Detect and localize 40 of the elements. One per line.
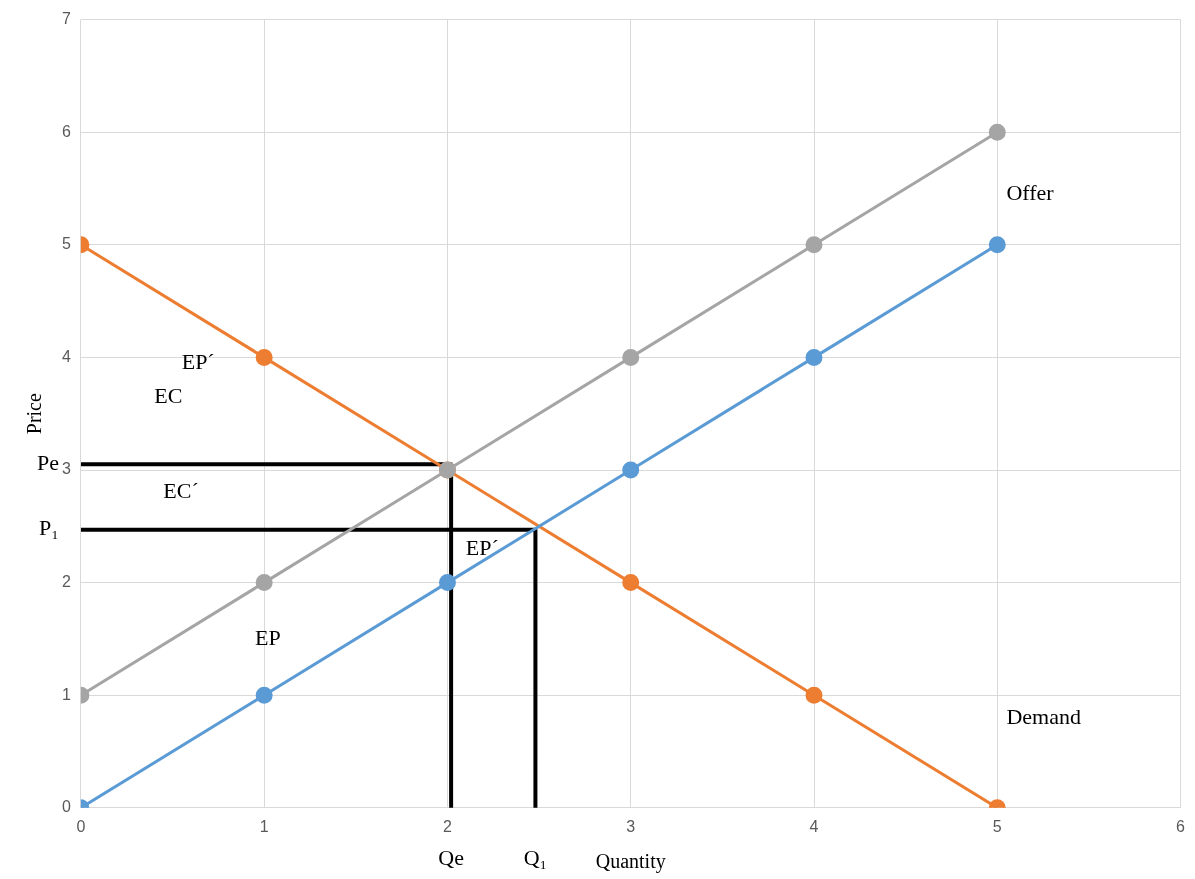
annotation: Offer — [1006, 179, 1055, 205]
y-tick-label: 4 — [61, 347, 71, 365]
y-tick-label: 1 — [61, 685, 71, 703]
y-tick-label: 2 — [61, 573, 71, 591]
y-tick-label: 3 — [61, 460, 71, 478]
x-tick-label: 3 — [626, 817, 636, 835]
annotation: EC — [154, 382, 183, 408]
annotation: P₁ — [38, 515, 59, 541]
point — [255, 686, 273, 704]
annotation: Qe — [438, 844, 464, 870]
annotation: Pe — [36, 450, 59, 476]
y-tick-label: 6 — [61, 122, 71, 140]
point — [988, 123, 1006, 141]
x-tick-label: 0 — [76, 817, 86, 835]
annotation: Q₁ — [523, 844, 548, 870]
annotation: EC´ — [163, 478, 199, 504]
y-tick-label: 5 — [61, 235, 71, 253]
point — [622, 348, 640, 366]
point — [805, 686, 823, 704]
x-tick-label: 2 — [443, 817, 452, 835]
annotation: Demand — [1006, 703, 1081, 729]
y-tick-label: 7 — [61, 10, 71, 28]
x-tick-label: 5 — [992, 817, 1002, 835]
point — [622, 574, 640, 592]
point — [255, 574, 273, 592]
x-tick-label: 4 — [809, 817, 819, 835]
point — [805, 236, 823, 254]
point — [988, 236, 1006, 254]
x-tick-label: 1 — [259, 817, 269, 835]
y-axis-title: Price — [23, 393, 46, 435]
point — [255, 348, 273, 366]
y-tick-label: 0 — [61, 798, 71, 816]
point — [622, 461, 640, 479]
annotation: EP´ — [181, 348, 215, 374]
x-axis-title: Quantity — [595, 850, 666, 874]
point — [438, 574, 456, 592]
point — [805, 348, 823, 366]
annotation: EP´ — [465, 534, 499, 560]
annotation: EP — [255, 624, 281, 650]
x-tick-label: 6 — [1176, 817, 1186, 835]
